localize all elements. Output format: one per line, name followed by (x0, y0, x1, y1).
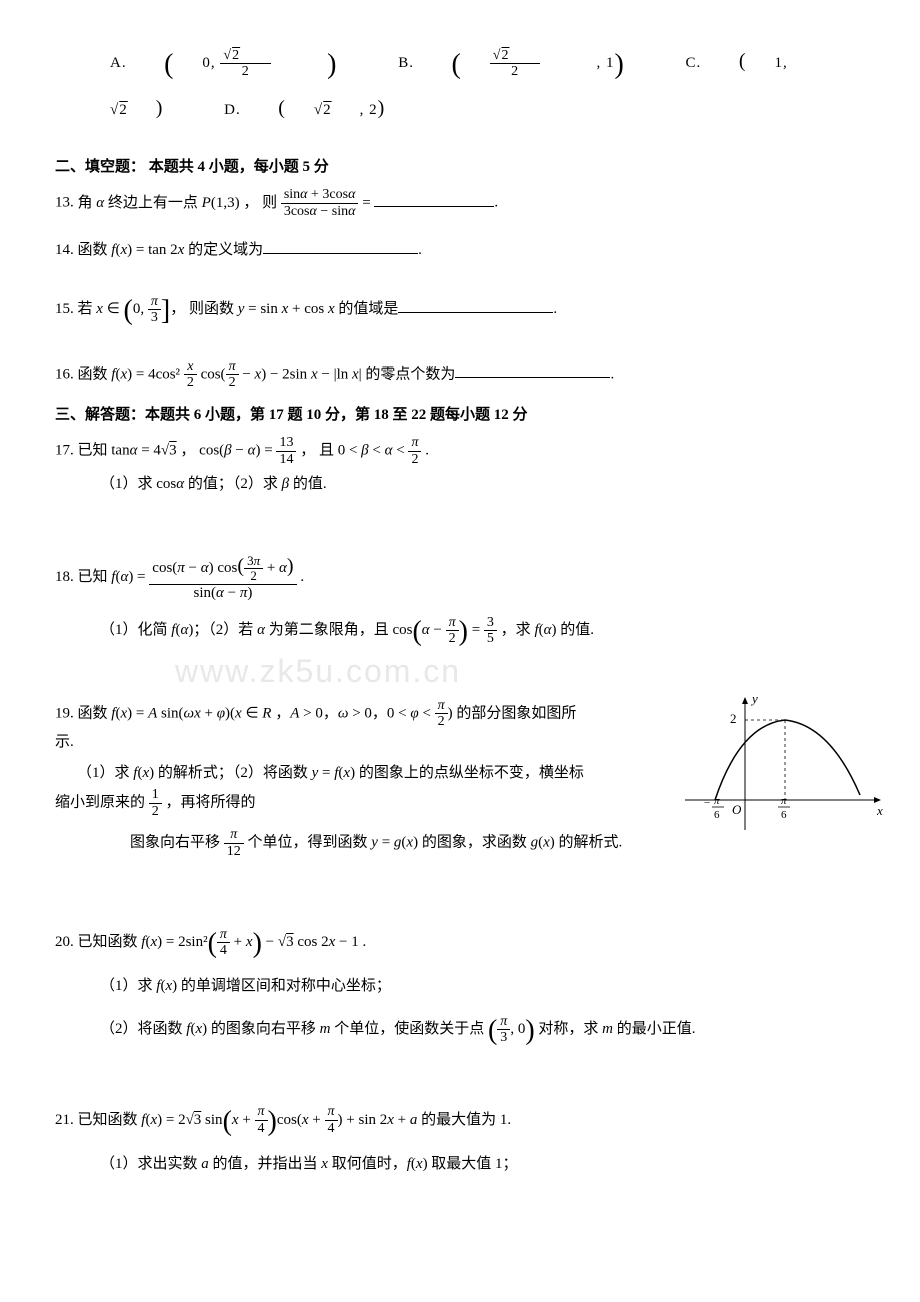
svg-text:y: y (750, 691, 758, 706)
problem-21: 21. 已知函数 f(x) = 2√3 sin(x + π4)cos(x + π… (55, 1097, 855, 1178)
svg-text:6: 6 (781, 809, 787, 821)
svg-text:−: − (704, 797, 710, 809)
svg-text:π: π (781, 795, 787, 807)
svg-text:x: x (876, 803, 883, 818)
section-2-heading: 二、填空题： 本题共 4 小题，每小题 5 分 (55, 154, 855, 181)
svg-text:O: O (732, 802, 742, 817)
fill-blank-13[interactable] (374, 190, 494, 207)
section-3-heading: 三、解答题：本题共 6 小题，第 17 题 10 分，第 18 至 22 题每小… (55, 402, 855, 429)
option-a: A. (0, √22) (110, 55, 370, 71)
problem-15: 15. 若 x ∈ (0, π3]， 则函数 y = sin x + cos x… (55, 286, 855, 336)
problem-20: 20. 已知函数 f(x) = 2sin²(π4 + x) − √3 cos 2… (55, 919, 855, 1057)
problem-18-sub: （1）化简 f(α)；（2）若 α 为第二象限角，且 cos(α − π2) =… (100, 607, 855, 657)
fill-blank-15[interactable] (398, 297, 553, 314)
problem-14: 14. 函数 f(x) = tan 2x 的定义域为. (55, 237, 855, 264)
problem-19: x y O 2 − π 6 π 6 19. 函数 f(x) = A sin(ωx… (55, 698, 855, 859)
svg-text:π: π (714, 795, 720, 807)
problem-17-sub: （1）求 cosα 的值；（2）求 β 的值. (100, 471, 855, 498)
fill-blank-16[interactable] (455, 361, 610, 378)
problem-13: 13. 角 α 终边上有一点 P(1,3) ， 则 sinα + 3cosα3c… (55, 187, 855, 219)
problem-17: 17. 已知 tanα = 4√3 ， cos(β − α) = 1314 ， … (55, 435, 855, 498)
problem-21-sub1: （1）求出实数 a 的值，并指出当 x 取何值时，f(x) 取最大值 1； (100, 1151, 855, 1178)
problem-18: 18. 已知 f(α) = cos(π − α) cos(3π2 + α)sin… (55, 554, 855, 657)
fill-blank-14[interactable] (263, 238, 418, 255)
svg-text:2: 2 (730, 711, 737, 726)
option-b: B. (√22, 1) (398, 55, 657, 71)
q19-graph: x y O 2 − π 6 π 6 (680, 690, 890, 840)
option-d: D. (√2, 2) (224, 102, 413, 118)
problem-20-sub2: （2）将函数 f(x) 的图象向右平移 m 个单位，使函数关于点 (π3, 0)… (100, 1006, 855, 1056)
mc-options-row: A. (0, √22) B. (√22, 1) C. (1, √2) D. (√… (110, 40, 855, 126)
svg-text:6: 6 (714, 809, 720, 821)
problem-16: 16. 函数 f(x) = 4cos² x2 cos(π2 − x) − 2si… (55, 359, 855, 391)
problem-20-sub1: （1）求 f(x) 的单调增区间和对称中心坐标； (100, 973, 855, 1000)
